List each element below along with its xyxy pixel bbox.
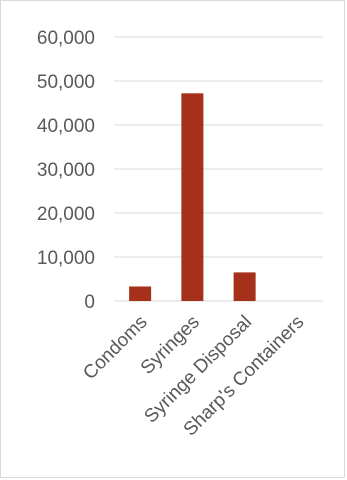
y-tick-label: 20,000 (37, 204, 95, 225)
y-axis-ticks: 0 10,000 20,000 30,000 40,000 50,000 60,000 (37, 28, 95, 313)
y-tick-label: 50,000 (37, 72, 95, 93)
y-tick-label: 0 (84, 292, 95, 313)
y-tick-label: 30,000 (37, 160, 95, 181)
bar-syringe-disposal (233, 272, 256, 301)
y-tick-label: 10,000 (37, 248, 95, 269)
y-tick-label: 40,000 (37, 116, 95, 137)
bar-condoms (129, 286, 152, 301)
bar-syringes (181, 93, 204, 301)
x-category-label: Condoms (79, 312, 151, 384)
gridlines (114, 36, 323, 302)
bars (129, 93, 256, 301)
y-tick-label: 60,000 (37, 28, 95, 49)
